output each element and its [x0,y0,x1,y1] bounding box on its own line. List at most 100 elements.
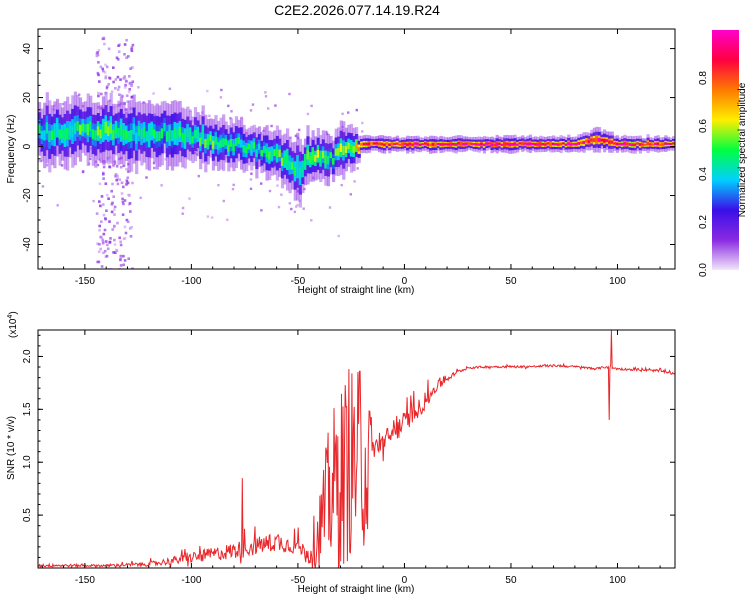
colorbar-label: Normalized spectral amplitude [737,82,748,217]
spectrogram-cell [183,134,187,144]
spectrogram-speckle [119,243,123,247]
spectrogram-cell [352,146,356,153]
spectrogram-cell [55,123,60,133]
spectrogram-speckle [122,77,126,80]
spectrogram-speckle [129,235,133,238]
spectrogram-speckle [129,67,132,70]
spectrogram-speckle [112,251,115,254]
spectrogram-speckle [128,227,132,230]
spectrogram-speckle [116,58,120,61]
spectrogram-speckle [355,108,358,112]
spectrogram-speckle [125,80,128,83]
spectrogram-cell [528,142,533,146]
spectrogram-cell [229,139,233,147]
spectrogram-cell [608,140,612,144]
spectrogram-x-tick-label: -150 [75,276,95,287]
spectrogram-cell [434,143,438,146]
spectrogram-cell [339,143,343,152]
spectrogram-cell [580,141,584,145]
spectrogram-cell [482,143,486,147]
spectrogram-speckle [113,213,116,216]
spectrogram-cell [613,142,617,145]
spectrogram-speckle [168,87,172,90]
spectrogram-speckle [208,114,211,118]
spectrogram-speckle [268,189,272,193]
spectrogram-speckle [353,180,356,183]
spectrogram-speckle [61,102,65,106]
spectrogram-cell [329,152,333,159]
spectrogram-cell [362,142,366,146]
spectrogram-cell [273,149,277,157]
figure-title: C2E2.2026.077.14.19.R24 [274,2,440,18]
spectrogram-cell [636,142,640,145]
spectrogram-speckle [111,228,114,231]
spectrogram-speckle [114,78,118,81]
spectrogram-cell [268,151,272,160]
snr-multiplier-exp: 4 [7,315,14,319]
spectrogram-cell [383,143,387,147]
spectrogram-cell [155,131,159,142]
spectrogram-cell [293,166,297,176]
spectrogram-speckle [98,200,101,203]
spectrogram-cell [574,143,579,146]
spectrogram-cell [513,142,517,146]
spectrogram-speckle [104,76,107,80]
spectrogram-speckle [106,247,110,251]
spectrogram-cell [99,129,103,139]
spectrogram-cell [603,139,607,143]
spectrogram-speckle [113,224,116,228]
spectrogram-cell [130,130,134,142]
spectrogram-speckle [122,263,125,267]
spectrogram-cell [505,142,509,146]
spectrogram-speckle [152,161,156,165]
spectrogram-speckle [108,76,111,80]
snr-x-tick-label: -100 [181,575,201,586]
spectrogram-cell [557,143,561,146]
spectrogram-speckle [232,183,235,187]
spectrogram-cell [605,139,609,143]
spectrogram-cell [585,139,589,143]
spectrogram-cell [158,131,162,141]
spectrogram-speckle [96,51,99,54]
spectrogram-speckle [112,164,115,168]
spectrogram-cell [119,124,123,136]
spectrogram-cell [380,142,384,146]
spectrogram-cell [73,122,77,135]
spectrogram-cell [569,143,573,146]
spectrogram-cell [101,125,106,136]
spectrogram-speckle [104,75,108,78]
spectrogram-speckle [130,96,134,99]
spectrogram-speckle [103,228,107,232]
spectrogram-speckle [125,94,129,97]
spectrogram-speckle [92,199,95,203]
spectrogram-cell [666,142,671,145]
spectrogram-cell [567,142,571,145]
spectrogram-heatmap [38,36,675,269]
spectrogram-speckle [100,265,104,268]
spectrogram-speckle [260,209,263,212]
spectrogram-cell [454,143,458,146]
spectrogram-speckle [98,182,102,186]
spectrogram-speckle [127,257,130,260]
spectrogram-cell [257,143,262,150]
snr-panel: -150 -100 -50 0 50 100 0.5 1.0 1.5 2.0 Height of … [6,311,676,595]
spectrogram-speckle [124,83,127,87]
spectrogram-speckle [361,121,364,125]
spectrogram-speckle [102,213,106,217]
spectrogram-speckle [105,209,108,212]
spectrogram-cell [96,126,100,136]
spectrogram-cell [360,143,364,146]
spectrogram-speckle [125,180,129,183]
spectrogram-cell [275,148,279,158]
spectrogram-speckle [181,206,185,210]
spectrogram-cell [551,142,556,146]
spectrogram-cell [76,121,80,131]
spectrogram-cell [590,138,594,142]
spectrogram-cell [470,142,474,145]
spectrogram-speckle [160,184,163,187]
spectrogram-speckle [114,173,118,176]
spectrogram-speckle [310,219,313,222]
spectrogram-speckle [123,225,127,229]
spectrogram-speckle [111,201,114,205]
spectrogram-cell [263,145,267,153]
